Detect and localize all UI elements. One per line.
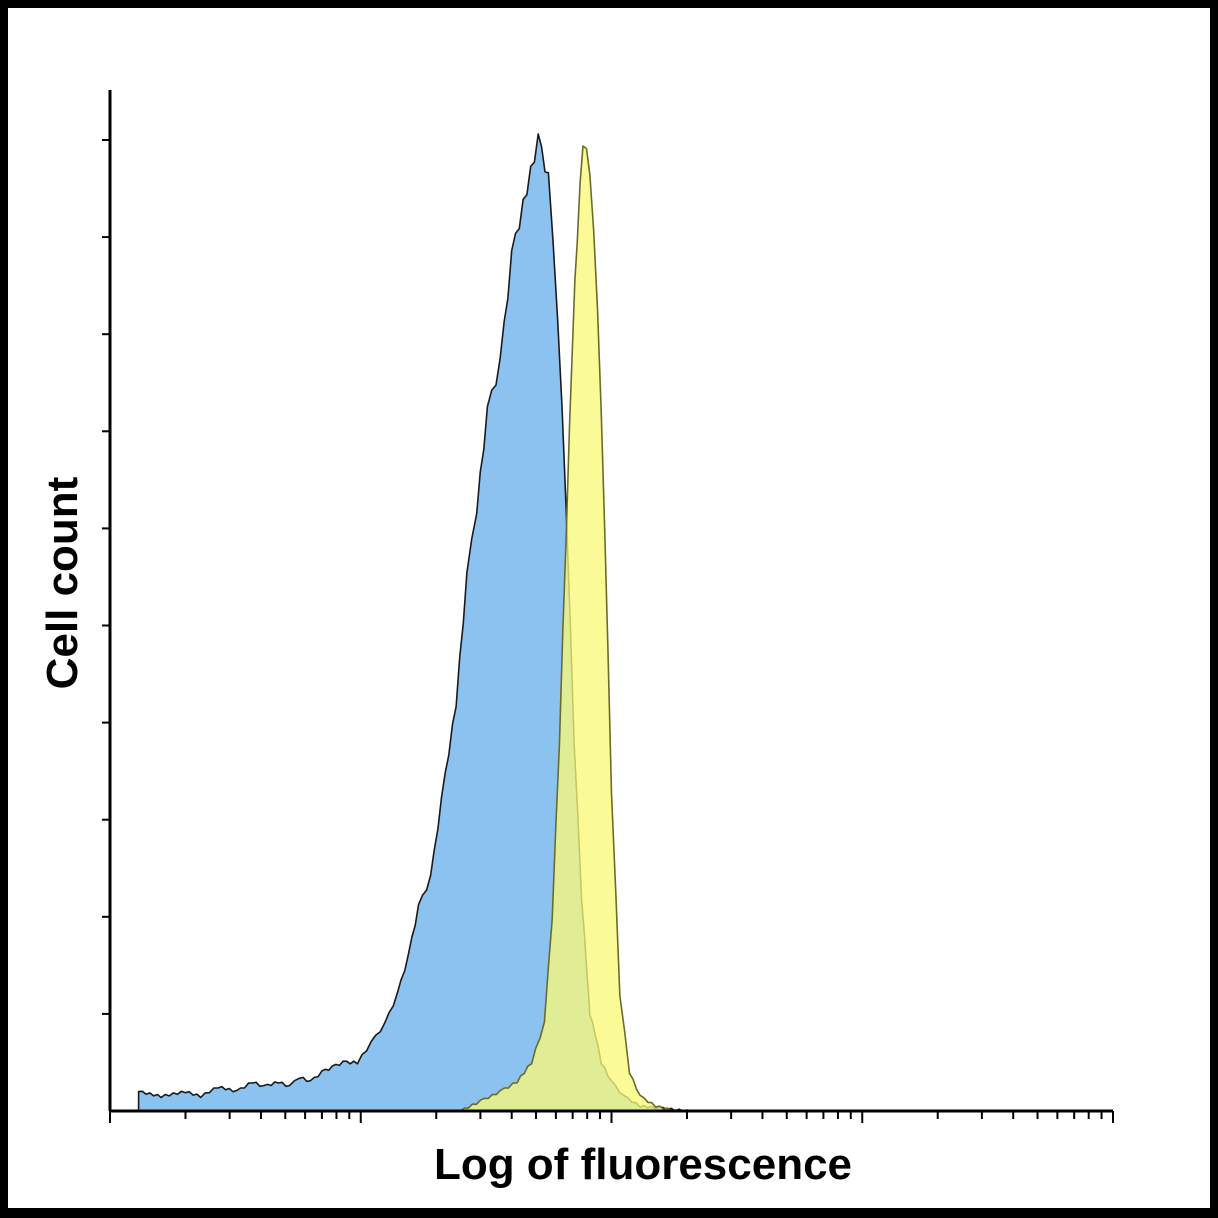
series-2-histogram [459,145,677,1112]
chart-frame: Log of fluorescence Cell count [8,8,1210,1208]
y-axis-label: Cell count [38,476,87,690]
histogram-plot [102,90,1114,1123]
x-axis-label: Log of fluorescence [433,1140,853,1189]
